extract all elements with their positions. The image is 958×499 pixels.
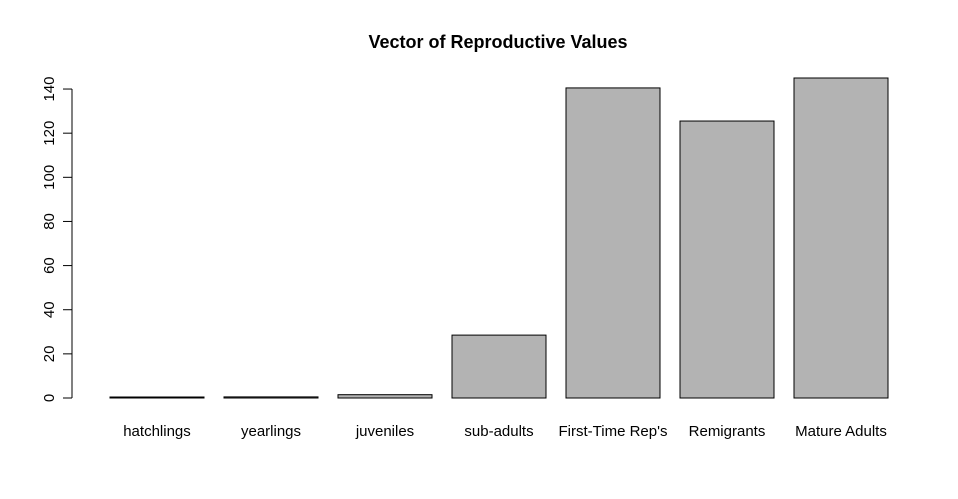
x-category-label: hatchlings [123,423,191,440]
bar [109,396,205,399]
x-category-label: Mature Adults [795,423,887,440]
y-tick-label: 100 [41,165,58,190]
bar [679,120,775,399]
y-tick-label: 20 [41,346,58,363]
x-category-label: juveniles [355,423,414,440]
y-tick-label: 60 [41,257,58,274]
bars-group [109,77,889,399]
bar [793,77,889,399]
y-tick-label: 120 [41,121,58,146]
bar [451,334,547,399]
y-tick-label: 0 [41,394,58,402]
x-axis-labels: hatchlings yearlings juveniles sub-adults Fi… [123,423,887,440]
chart-title: Vector of Reproductive Values [368,32,627,52]
y-tick-label: 140 [41,77,58,102]
y-axis: 0 20 40 60 80 100 120 140 [41,77,73,402]
y-tick-label: 80 [41,213,58,230]
x-category-label: First-Time Rep's [559,423,668,440]
y-tick-label: 40 [41,301,58,318]
x-category-label: Remigrants [689,423,766,440]
bar [337,394,433,399]
bar [565,87,661,399]
x-category-label: sub-adults [464,423,533,440]
bar [223,396,319,399]
x-category-label: yearlings [241,423,301,440]
